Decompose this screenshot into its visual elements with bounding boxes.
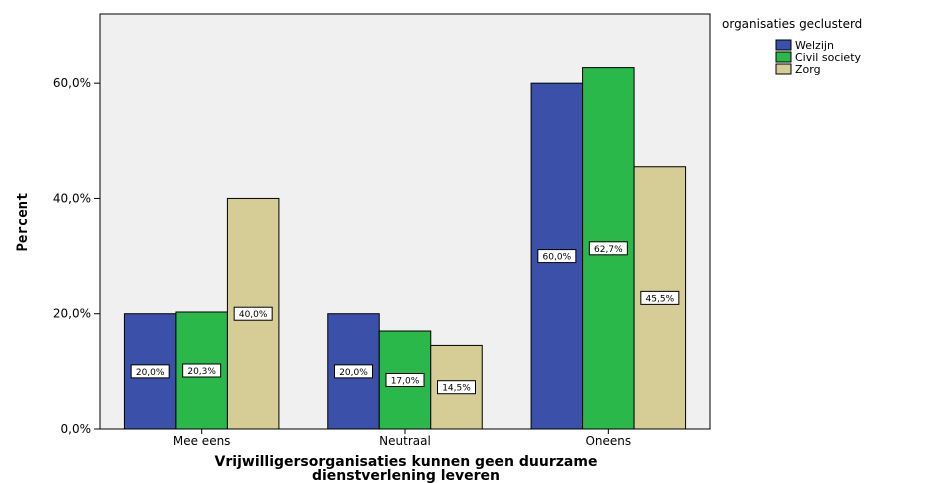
data-label-box [233, 306, 273, 321]
legend-swatch [775, 39, 792, 51]
legend-swatch [775, 63, 792, 75]
x-axis: Mee eens Neutraal Oneens [173, 429, 631, 448]
data-label: 20,0% [339, 368, 368, 378]
data-label-box [182, 363, 222, 378]
data-label: 20,3% [187, 367, 216, 377]
data-label-box [640, 290, 680, 305]
y-tick-label: 40,0% [53, 191, 91, 205]
data-label-box [130, 364, 170, 379]
data-label-box [588, 241, 628, 256]
y-axis: 0,0% 20,0% 40,0% 60,0% [53, 76, 100, 436]
x-tick-label: Mee eens [173, 434, 231, 448]
data-label: 60,0% [543, 253, 572, 263]
legend-title: organisaties geclusterd [722, 17, 862, 31]
data-label: 14,5% [442, 384, 471, 394]
y-tick-label: 60,0% [53, 76, 91, 90]
x-tick-label: Oneens [585, 434, 631, 448]
y-tick-label: 0,0% [61, 422, 92, 436]
data-label-box [385, 373, 425, 388]
data-labels: 20,0% 20,3% 40,0% 20,0% 17,0% 14,5% 60,0% 62,7%… [130, 241, 680, 395]
x-axis-label-line-2: dienstverlening leveren [312, 468, 500, 483]
data-label: 62,7% [594, 245, 623, 255]
data-label: 45,5% [646, 294, 675, 304]
legend-swatch [775, 51, 792, 63]
data-label: 40,0% [239, 310, 268, 320]
legend-label: Zorg [795, 63, 821, 76]
y-axis-label: Percent [15, 192, 31, 251]
x-axis-label-line-1: Vrijwilligersorganisaties kunnen geen du… [215, 454, 598, 470]
data-label-box [537, 249, 577, 264]
data-label: 17,0% [391, 377, 420, 387]
data-label: 20,0% [136, 368, 165, 378]
data-label-box [334, 364, 373, 379]
y-tick-label: 20,0% [53, 307, 91, 321]
legend-label: Civil society [795, 51, 862, 64]
legend-label: Welzijn [795, 39, 834, 52]
x-tick-label: Neutraal [379, 434, 431, 448]
data-label-box [437, 380, 476, 395]
